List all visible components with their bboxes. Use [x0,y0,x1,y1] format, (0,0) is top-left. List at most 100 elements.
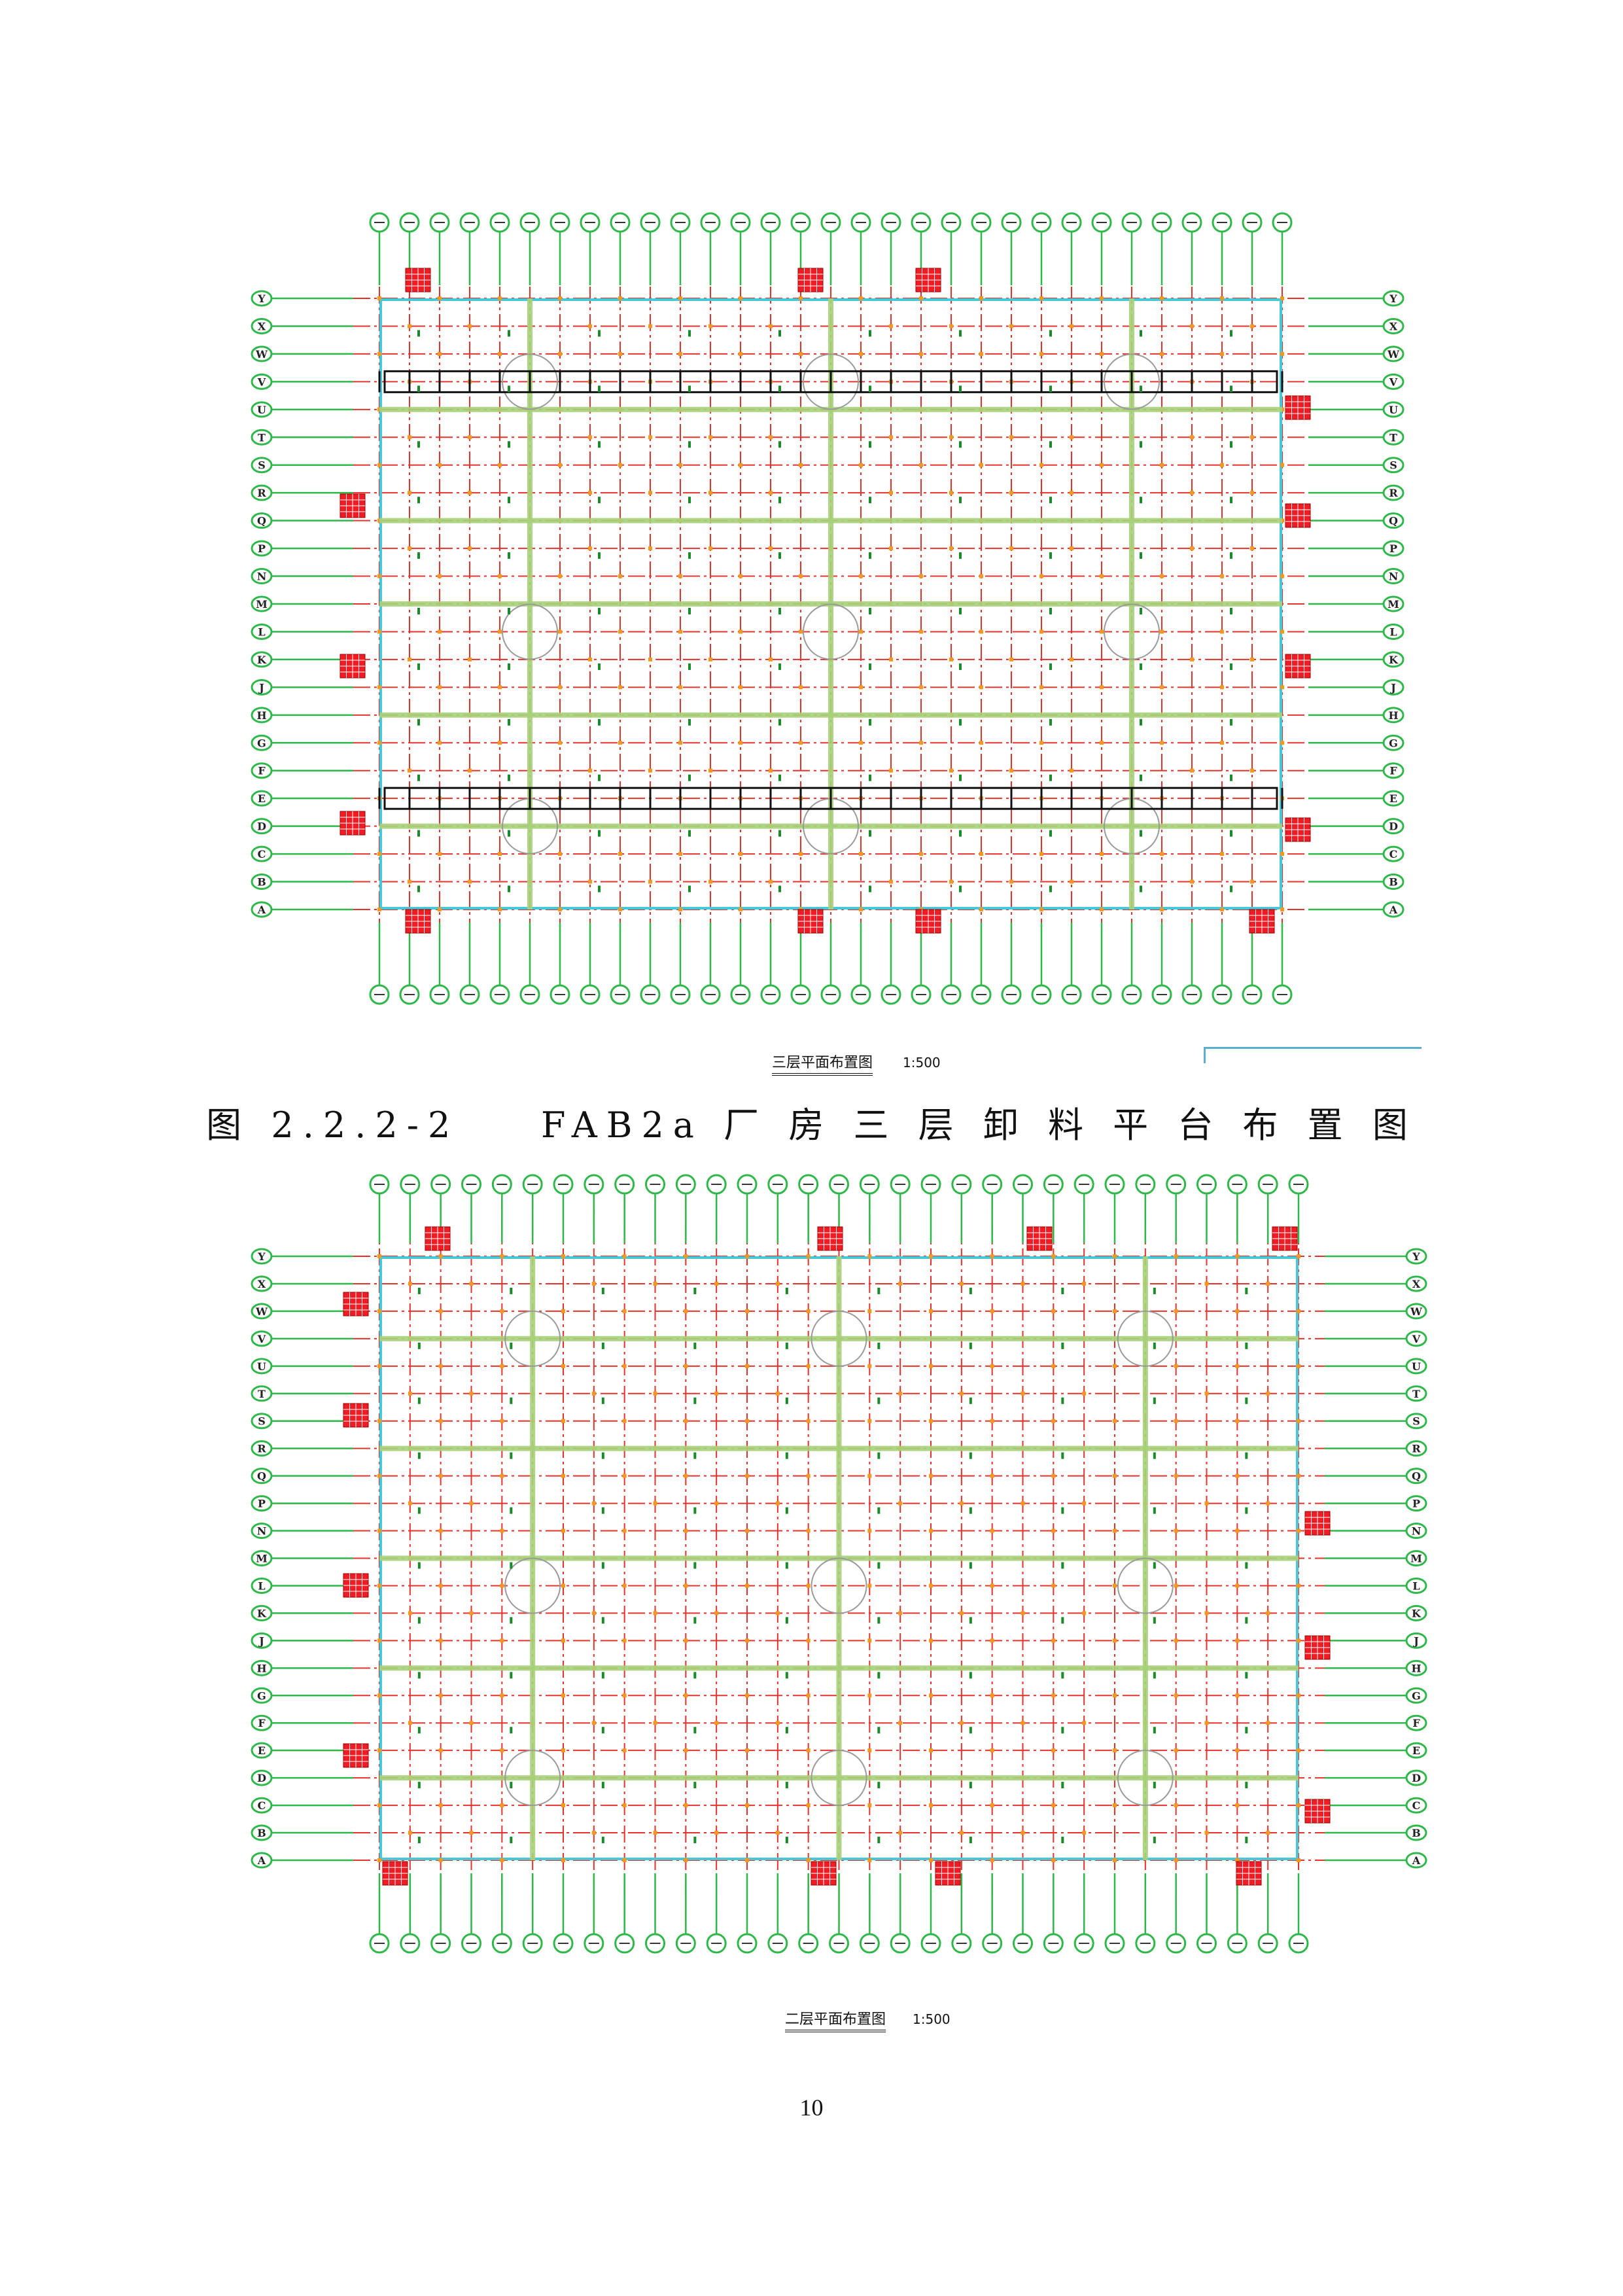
equipment-tick [417,441,420,448]
structural-column-marker [775,1501,780,1506]
row-axis-bubble-left [251,290,273,307]
structural-column-marker [1220,908,1224,911]
structural-column-marker [990,1254,994,1258]
equipment-tick [869,830,871,837]
equipment-tick [598,330,601,337]
structural-column-marker [684,1638,688,1643]
equipment-tick [969,1782,972,1789]
row-axis-bubble-right [1382,512,1405,529]
structural-column-marker [377,1309,381,1313]
structural-column-marker [949,324,953,328]
equipment-tick [598,608,601,614]
structural-column-marker [708,657,712,662]
structural-column-marker [438,685,442,690]
structural-column-marker [1100,852,1104,857]
structural-column-marker [684,1474,688,1478]
equipment-tick [693,1617,697,1624]
equipment-tick [1061,1562,1064,1569]
structural-column-marker [500,1254,504,1258]
equipment-tick [1140,718,1142,726]
structural-column-marker [1297,1419,1300,1423]
structural-column-marker [1113,1474,1117,1478]
structural-column-marker [684,1254,688,1258]
structural-column-marker [500,1528,504,1533]
row-axis-bubble-left [251,1687,273,1704]
row-axis-bubble-left [251,595,273,612]
row-axis-label: Q [1412,1470,1421,1483]
structural-column-marker [1009,324,1013,328]
equipment-tick [598,441,601,448]
equipment-tick [1140,385,1142,393]
structural-column-marker [591,1391,596,1396]
structural-column-marker [558,685,562,690]
equipment-tick [1230,718,1232,726]
row-axis-bubble-right [1405,1330,1427,1347]
equipment-tick [1230,830,1232,837]
structural-column-marker [1174,1254,1178,1258]
page-number: 10 [799,2094,824,2121]
row-axis-bubble-right [1382,790,1405,807]
row-axis-bubble-left [251,818,273,835]
equipment-tick [598,497,601,504]
structural-column-marker [1113,1858,1117,1862]
row-axis-label: C [1389,848,1398,860]
structural-column-marker [1174,1583,1178,1588]
third-floor-plan-svg: Y Y X X W W V V U U T T S S R R Q Q P P N N M M L L K K J J H H G G F F E E D D… [251,212,1405,1005]
structural-column-marker [558,463,562,467]
structural-column-marker [1070,657,1073,662]
structural-column-marker [678,351,682,356]
structural-column-marker [1235,1638,1240,1643]
structural-column-marker [867,1419,872,1423]
structural-column-marker [1250,491,1254,495]
structural-column-marker [561,1803,565,1808]
equipment-tick [508,718,510,726]
structural-column-marker [867,1693,872,1698]
structural-column-marker [500,1364,504,1368]
structural-column-marker [1266,1831,1270,1835]
equipment-tick [969,1507,972,1514]
structural-column-marker [1220,574,1224,578]
equipment-tick [417,552,420,559]
row-axis-label: B [1412,1827,1421,1839]
structural-column-marker [684,1309,688,1313]
structural-column-marker [1051,1528,1056,1533]
structural-column-marker [1174,1803,1178,1808]
row-axis-label: M [1387,598,1399,610]
structural-column-marker [1250,657,1254,662]
row-axis-bubble-right [1405,1358,1427,1375]
structural-column-marker [377,1528,381,1533]
equipment-tick [785,1672,788,1679]
structural-column-marker [929,1254,933,1258]
structural-column-marker [1051,1474,1056,1478]
structural-column-marker [1051,1638,1056,1643]
equipment-tick [417,663,420,670]
structural-column-marker [1220,463,1224,467]
structural-column-marker [959,1611,964,1616]
equipment-tick [598,552,601,559]
structural-column-marker [769,879,773,884]
structural-column-marker [745,1638,749,1643]
zone-circle-marker [1104,353,1160,410]
equipment-tick [869,774,871,781]
structural-column-marker [867,1748,872,1753]
structural-column-marker [1160,463,1164,467]
structural-column-marker [468,879,472,884]
row-axis-label: N [257,571,267,583]
equipment-tick [688,441,691,448]
structural-column-marker [1070,768,1073,773]
structural-column-marker [1082,1721,1087,1725]
row-axis-bubble-left [251,429,273,446]
structural-column-marker [377,629,381,634]
structural-column-marker [979,908,983,911]
structural-column-marker [979,463,983,467]
equipment-tick [508,330,510,337]
structural-column-marker [498,741,502,745]
row-axis-bubble-left [251,540,273,557]
row-axis-label: N [257,1525,267,1538]
third-floor-plan-drawing: Y Y X X W W V V U U T T S S R R Q Q P P N N M M L L K K J J H H G G F F E E D D… [0,196,1623,1099]
structural-column-marker [739,463,742,467]
structural-column-marker [377,574,381,578]
structural-column-marker [929,1748,933,1753]
structural-column-marker [622,1364,627,1368]
row-axis-bubble-left [251,345,273,362]
